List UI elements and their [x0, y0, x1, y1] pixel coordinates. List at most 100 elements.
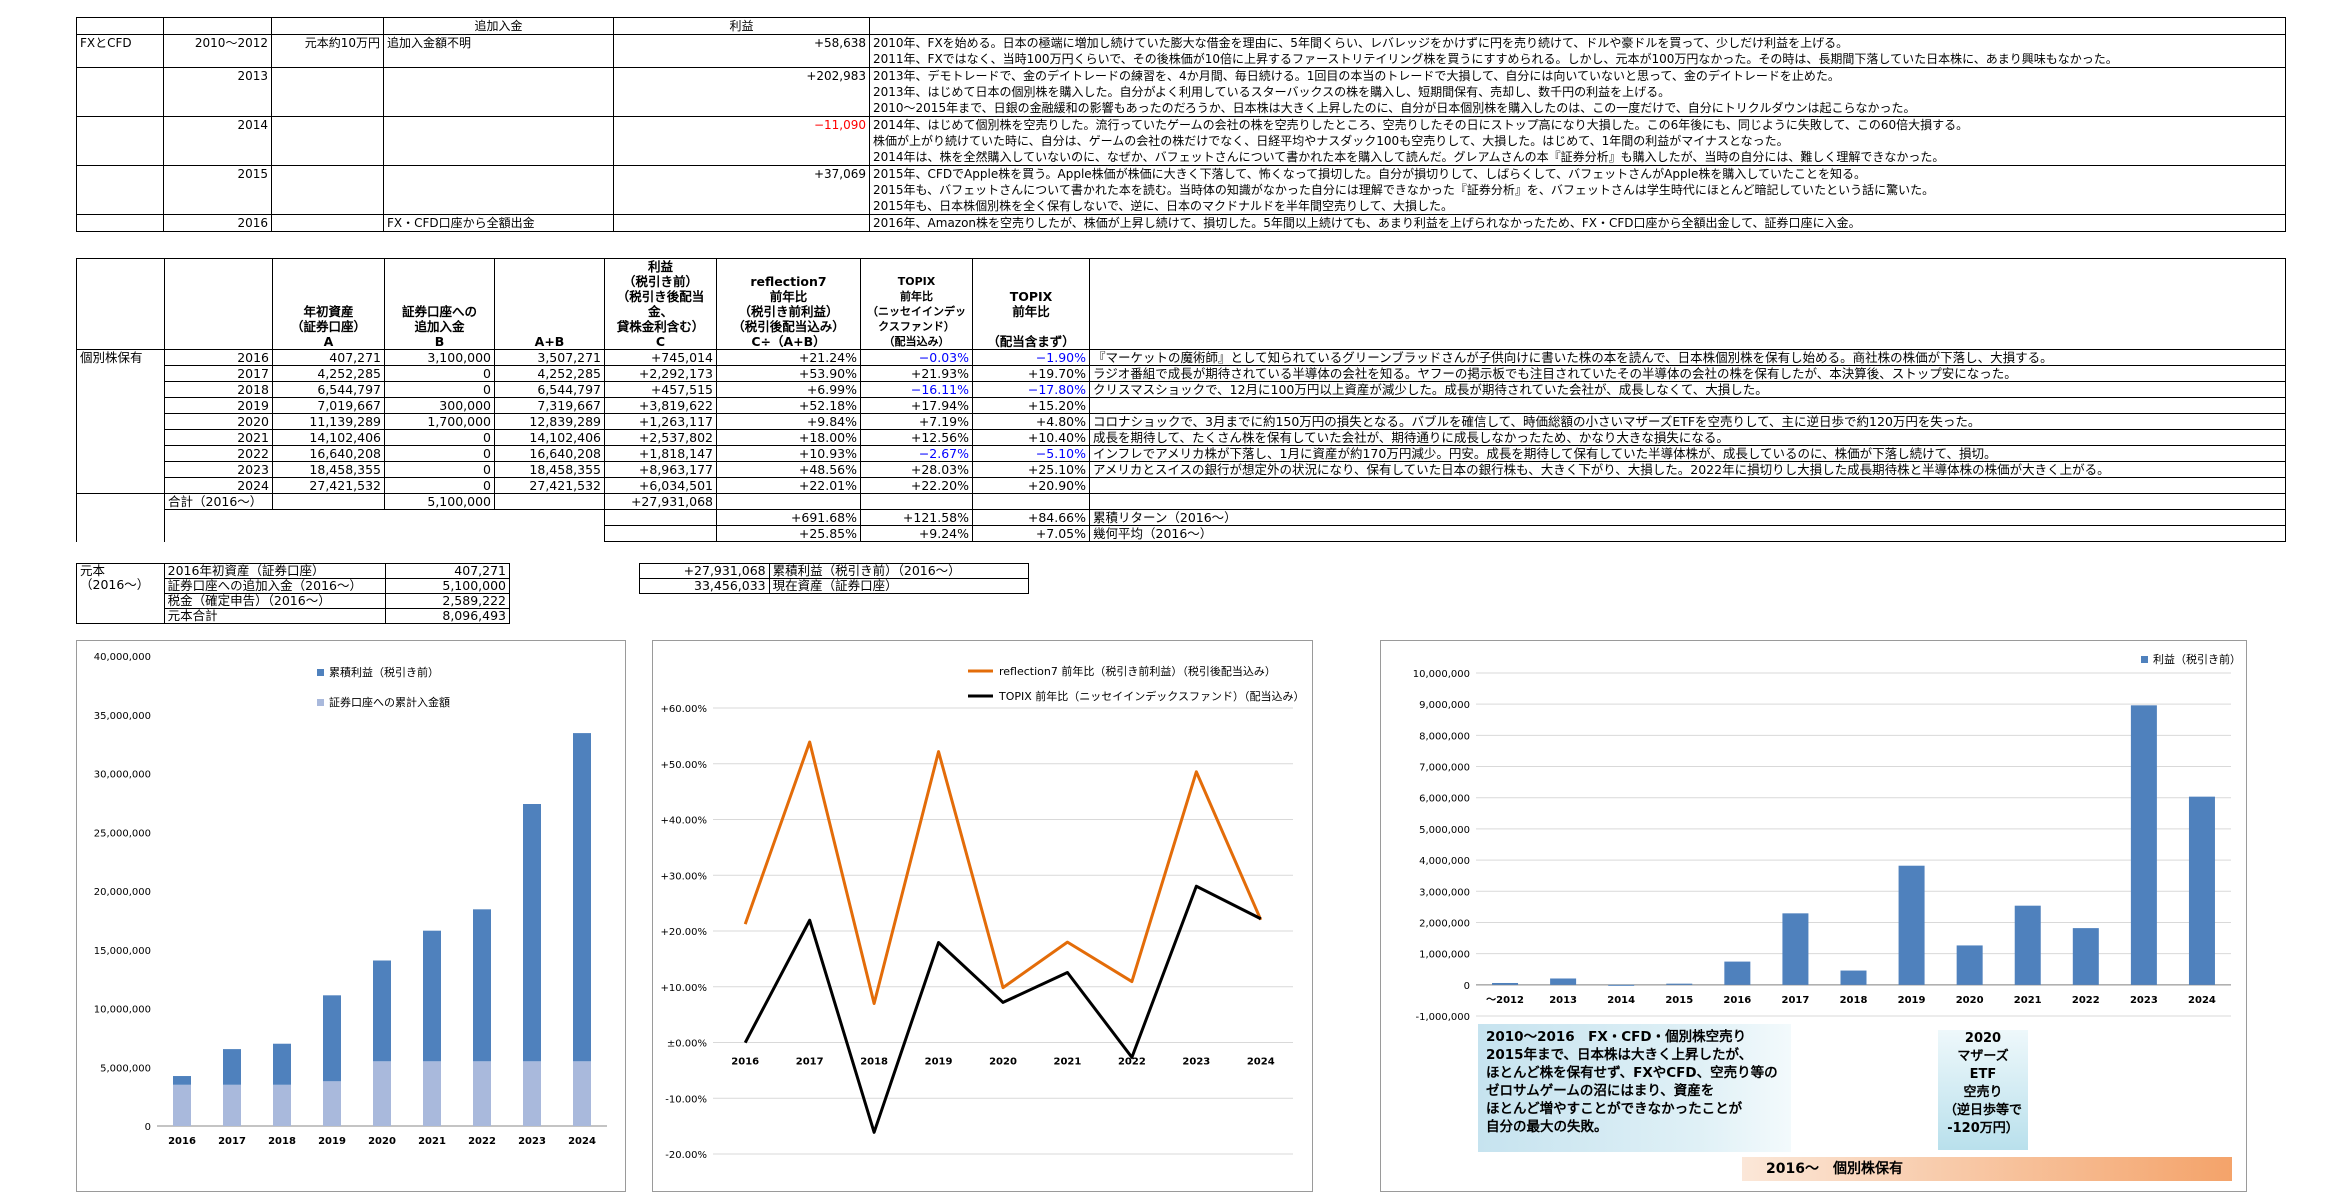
series-line	[743, 884, 1262, 1134]
year-cell: 2021	[164, 429, 273, 446]
legend-label: reflection7 前年比（税引き前利益）（税引後配当込み）	[999, 664, 1276, 678]
principal-key: 元本合計	[163, 608, 387, 624]
topix-cell: +19.70%	[972, 365, 1090, 382]
profit-cell: +745,014	[604, 349, 717, 366]
cumulative-r7: +691.68%	[716, 509, 861, 526]
series-line	[743, 740, 1263, 1006]
blank-cell	[972, 493, 1090, 510]
r7-cell: +52.18%	[716, 397, 861, 414]
x-tick-label: 2016	[168, 1136, 196, 1147]
extra-cell: 追加入金額不明	[383, 34, 614, 68]
assets-cell: 4,252,285	[272, 365, 385, 382]
principal-cell	[271, 116, 384, 166]
principal-cell	[271, 214, 384, 232]
blank-cell	[272, 493, 385, 510]
stock-holding-table: 年初資産 （証券口座） A 証券口座への 追加入金 B A+B 利益 （税引き前…	[76, 258, 2286, 542]
assets-cell: 7,019,667	[272, 397, 385, 414]
x-tick-label: 2020	[368, 1136, 396, 1147]
x-tick-label: 2018	[1840, 995, 1868, 1006]
x-tick-label: 2024	[568, 1136, 596, 1147]
header-assets: 年初資産 （証券口座） A	[272, 258, 385, 350]
x-tick-label: 2015	[1665, 995, 1693, 1006]
note-cell: 2010～2015年まで、日銀の金融緩和の影響もあったのだろうか、日本株は大きく…	[869, 100, 2286, 117]
y-tick-label: 0	[1464, 981, 1470, 992]
note-cell: 2014年、はじめて個別株を空売りした。流行っていたゲームの会社の株を空売りした…	[869, 116, 2286, 133]
deposit-cell: 0	[384, 429, 495, 446]
topix-cell: −1.90%	[972, 349, 1090, 366]
table-row: 2013年、はじめて日本の個別株を購入した。自分がよく利用しているスターバックス…	[77, 84, 2286, 100]
topix-fund-cell: +12.56%	[860, 429, 973, 446]
deposit-cell: 0	[384, 445, 495, 462]
x-tick-label: 2013	[1549, 995, 1577, 1006]
legend-label: TOPIX 前年比（ニッセイインデックスファンド）（配当込み）	[998, 689, 1304, 703]
section-cell	[76, 67, 164, 117]
bar-segment	[223, 1084, 241, 1126]
header-deposit: 証券口座への 追加入金 B	[384, 258, 495, 350]
principal-cell: 元本約10万円	[271, 34, 384, 68]
principal-value: 407,271	[385, 563, 510, 579]
y-tick-label: +40.00%	[660, 816, 707, 827]
ab-cell: 16,640,208	[494, 445, 605, 462]
year-cell: 2020	[164, 413, 273, 430]
bar	[1724, 961, 1751, 985]
legend-swatch	[317, 699, 324, 706]
year-cell: 2023	[164, 461, 273, 478]
lesson-note: 2010～2016 FX・CFD・個別株空売り 2015年まで、日本株は大きく上…	[1478, 1024, 1791, 1152]
r7-cell: +53.90%	[716, 365, 861, 382]
note-cell: 株価が上がり続けていた時に、自分は、ゲームの会社の株だけでなく、日経平均やナスダ…	[869, 133, 2286, 149]
y-tick-label: 0	[145, 1122, 151, 1133]
geometric-label: 幾何平均（2016～）	[1089, 525, 2286, 542]
x-tick-label: 2019	[925, 1057, 953, 1068]
bar	[1666, 983, 1693, 985]
extra-cell	[383, 67, 614, 117]
header-ab: A+B	[494, 258, 605, 350]
topix-cell: −5.10%	[972, 445, 1090, 462]
summary-key: 累積利益（税引き前）（2016～）	[768, 563, 1030, 579]
bar	[1956, 945, 1983, 985]
profit-cell: +1,818,147	[604, 445, 717, 462]
deposit-cell: 0	[384, 477, 495, 494]
year-cell: 2018	[164, 381, 273, 398]
y-tick-label: +50.00%	[660, 760, 707, 771]
deposit-cell: 3,100,000	[384, 349, 495, 366]
x-tick-label: 2016	[1723, 995, 1751, 1006]
geometric-r7: +25.85%	[716, 525, 861, 542]
topix-cell: +20.90%	[972, 477, 1090, 494]
table-row: 2013 +202,983 2013年、デモトレードで、金のデイトレードの練習を、4…	[76, 67, 2286, 117]
blank-cell	[76, 525, 165, 542]
table-row: 2024 27,421,532 0 27,421,532 +6,034,501 +22.0…	[77, 477, 2286, 494]
blank-cell	[494, 525, 605, 542]
x-tick-label: 2017	[796, 1057, 824, 1068]
principal-cell	[271, 165, 384, 215]
y-tick-label: 10,000,000	[94, 1005, 151, 1016]
topix-fund-cell: −2.67%	[860, 445, 973, 462]
profit-cell: +37,069	[613, 165, 870, 215]
mothers-etf-note: 2020 マザーズ ETF 空売り （逆日歩等で -120万円）	[1938, 1030, 2028, 1150]
x-tick-label: 2023	[2130, 995, 2158, 1006]
blank-cell	[860, 493, 973, 510]
x-tick-label: 2021	[1054, 1057, 1082, 1068]
extra-cell: FX・CFD口座から全額出金	[383, 214, 614, 232]
y-tick-label: 6,000,000	[1419, 794, 1470, 805]
note-cell: アメリカとスイスの銀行が想定外の状況になり、保有していた日本の銀行株も、大きく下…	[1089, 461, 2286, 478]
legend-swatch	[317, 669, 324, 676]
blank-cell	[604, 525, 717, 542]
x-tick-label: 2018	[860, 1057, 888, 1068]
x-tick-label: 2021	[418, 1136, 446, 1147]
table-row: 2020 11,139,289 1,700,000 12,839,289 +1,263,…	[77, 413, 2286, 430]
profit-cell	[613, 214, 870, 232]
y-tick-label: 30,000,000	[94, 770, 151, 781]
y-tick-label: 5,000,000	[100, 1063, 151, 1074]
x-tick-label: 2018	[268, 1136, 296, 1147]
chart-panel-yoy: -20.00% -10.00% ±0.00% +10.00% +20.00% +30.00…	[652, 640, 1313, 1192]
bar-segment	[373, 1061, 391, 1126]
table-row: FXとCFD 2010～2012 元本約10万円 追加入金額不明 +58,638 2010…	[76, 34, 2286, 68]
note-cell: コロナショックで、3月までに約150万円の損失となる。バブルを確信して、時価総額…	[1089, 413, 2286, 430]
r7-cell: +6.99%	[716, 381, 861, 398]
note-cell: インフレでアメリカ株が下落し、1月に資産が約170万円減少。円安。成長を期待して…	[1089, 445, 2286, 462]
x-tick-label: 2024	[1247, 1057, 1275, 1068]
y-tick-label: 1,000,000	[1419, 950, 1470, 961]
assets-cell: 27,421,532	[272, 477, 385, 494]
table-row: 2015年も、バフェットさんについて書かれた本を読む。当時体の知識がなかった自分…	[77, 182, 2286, 198]
bar-segment	[373, 960, 391, 1062]
